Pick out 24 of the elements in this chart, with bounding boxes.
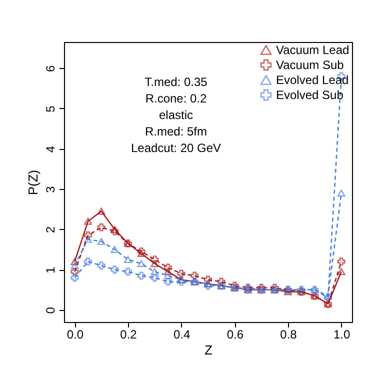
y-tick-label: 0 [44,306,58,314]
legend-label: Vacuum Lead [276,43,350,57]
y-tick-label: 2 [44,226,58,234]
legend-label: Evolved Lead [276,73,349,87]
y-tick-label: 1 [44,266,58,274]
annotation: R.med: 5fm [144,124,208,138]
x-tick-label: 0.8 [280,328,298,342]
annotation: R.cone: 0.2 [145,92,208,106]
x-tick-label: 0.2 [120,328,138,342]
x-tick-label: 1.0 [333,328,350,342]
annotation: T.med: 0.35 [144,75,208,89]
legend-label: Vacuum Sub [276,58,344,72]
y-tick-label: 3 [44,186,58,193]
legend-label: Evolved Sub [276,88,344,102]
y-axis-title: P(Z) [26,170,40,196]
x-tick-label: 0.4 [173,328,190,342]
y-tick-label: 4 [44,146,58,153]
y-tick-label: 6 [44,65,58,72]
x-axis-title: Z [204,342,213,358]
y-tick-label: 5 [44,105,58,112]
annotation: elastic [158,108,194,122]
x-tick-label: 0.0 [66,328,84,342]
x-tick-label: 0.6 [226,328,244,342]
annotation: Leadcut: 20 GeV [130,141,222,155]
